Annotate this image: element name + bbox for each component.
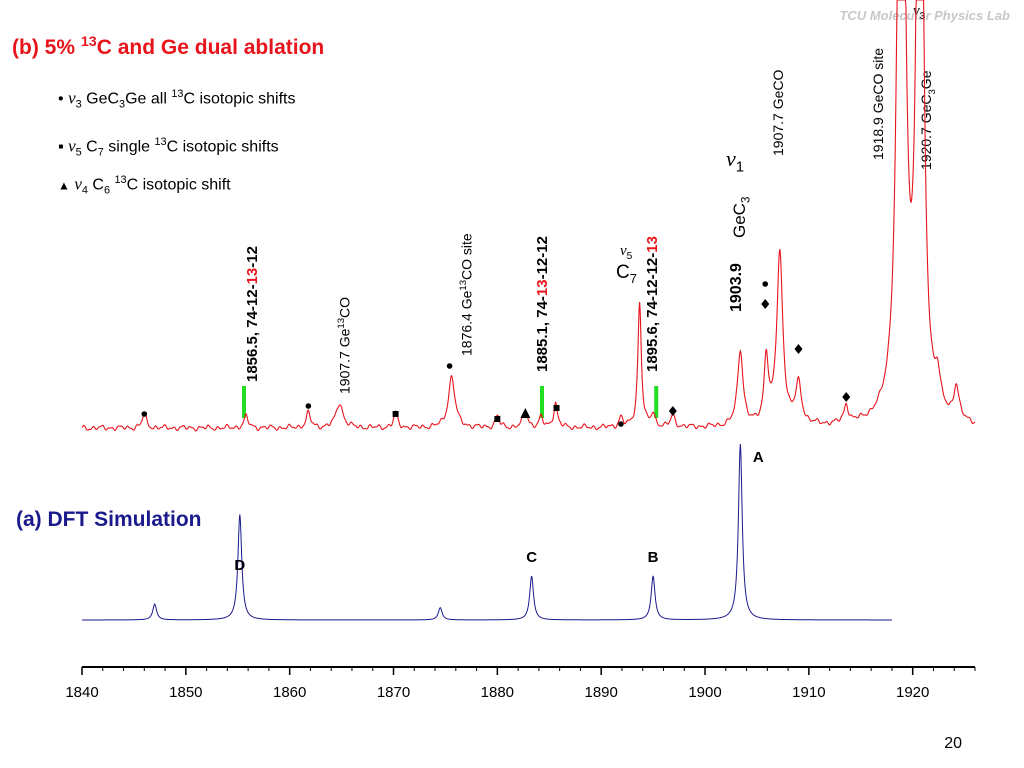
mode-sub: 4 <box>81 184 88 197</box>
logo-mark: TCU <box>839 8 867 23</box>
square-marker-icon <box>392 411 399 417</box>
square-bullet-icon: ▪ <box>58 138 64 156</box>
mode-symbol: v <box>620 243 627 259</box>
legend-text: single <box>103 138 155 156</box>
dft-peak-letter: B <box>648 549 659 566</box>
dft-peak-letter: A <box>753 449 764 466</box>
legend-text: C <box>81 138 98 156</box>
square-marker-icon <box>494 416 501 422</box>
x-tick-label: 1850 <box>169 684 202 701</box>
spectrum-series <box>81 0 976 621</box>
diamond-marker-icon <box>668 406 677 416</box>
circle-marker-icon <box>762 281 769 287</box>
x-tick-label: 1920 <box>896 684 929 701</box>
square-marker-icon <box>553 405 560 411</box>
isotope-bars <box>241 386 659 418</box>
legend-item: • v3 GeC3Ge all 13C isotopic shifts <box>58 88 295 111</box>
legend-sub: 7 <box>97 146 104 159</box>
lab-logo: TCU Molecular Physics Lab <box>839 8 1010 23</box>
title-b-sup: 13 <box>80 34 97 50</box>
peak-markers <box>141 281 851 427</box>
mode-sub: 3 <box>75 98 82 111</box>
mode-sub: 5 <box>626 251 633 262</box>
legend-text: C isotopic shifts <box>166 138 279 156</box>
v5-label: v5 <box>620 242 632 262</box>
x-tick-label: 1840 <box>65 684 98 701</box>
legend-sup: 13 <box>171 88 184 100</box>
section-a-title: (a) DFT Simulation <box>16 508 202 531</box>
legend-text: C isotopic shifts <box>183 90 296 108</box>
x-tick-label: 1910 <box>792 684 825 701</box>
circle-bullet-icon: • <box>58 90 64 108</box>
circle-marker-icon <box>446 363 453 369</box>
v1-label: v1 <box>726 146 744 175</box>
circle-marker-icon <box>141 411 148 417</box>
mode-symbol: v <box>68 136 76 156</box>
dft-peak-letter: D <box>234 557 245 574</box>
dft-peak-letter: C <box>526 549 537 566</box>
diamond-marker-icon <box>761 299 770 309</box>
title-b-prefix: (b) 5% <box>12 36 81 59</box>
legend-text: C <box>87 176 104 194</box>
dft-simulation-line <box>82 443 892 621</box>
legend-text: C isotopic shift <box>126 176 231 194</box>
triangle-marker-icon <box>520 408 531 418</box>
x-axis: 1840 1850 1860 1870 1880 1890 1900 1910 1920 <box>65 666 976 701</box>
mode-symbol: v <box>68 88 76 108</box>
legend-text: GeC <box>81 90 120 108</box>
x-tick-label: 1860 <box>273 684 306 701</box>
legend-text: Ge all <box>125 90 172 108</box>
x-tick-label: 1900 <box>688 684 721 701</box>
c7-label: C7 <box>616 262 637 286</box>
legend-sup: 13 <box>154 136 167 148</box>
x-tick-label: 1870 <box>377 684 410 701</box>
section-b-title: (b) 5% 13C and Ge dual ablation <box>12 34 324 60</box>
experimental-spectrum-line <box>81 0 976 432</box>
circle-marker-icon <box>618 421 624 427</box>
triangle-bullet-icon: ▲ <box>58 178 70 193</box>
mode-symbol: v <box>726 146 736 171</box>
mode-sub: 3 <box>919 11 926 22</box>
x-tick-label: 1890 <box>584 684 617 701</box>
diamond-marker-icon <box>794 344 803 354</box>
legend-item: ▲ v4 C6 13C isotopic shift <box>58 174 231 197</box>
mode-sub: 1 <box>735 158 745 176</box>
circle-marker-icon <box>305 403 312 409</box>
legend-item: ▪ v5 C7 single 13C isotopic shifts <box>58 136 279 159</box>
mode-sub: 5 <box>75 146 82 159</box>
legend-sub: 6 <box>103 184 111 197</box>
diamond-marker-icon <box>842 392 851 402</box>
x-tick-label: 1880 <box>481 684 514 701</box>
logo-text: Molecular Physics Lab <box>869 8 1010 23</box>
page-number: 20 <box>944 735 962 752</box>
species-text: C <box>616 262 630 283</box>
legend-sup: 13 <box>114 174 127 186</box>
legend-sub: 3 <box>119 98 126 111</box>
title-b-suffix: C and Ge dual ablation <box>96 36 325 59</box>
peak-letter-labels: A B C D <box>234 449 763 574</box>
species-sub: 7 <box>629 270 637 286</box>
mode-symbol: v <box>74 174 82 194</box>
